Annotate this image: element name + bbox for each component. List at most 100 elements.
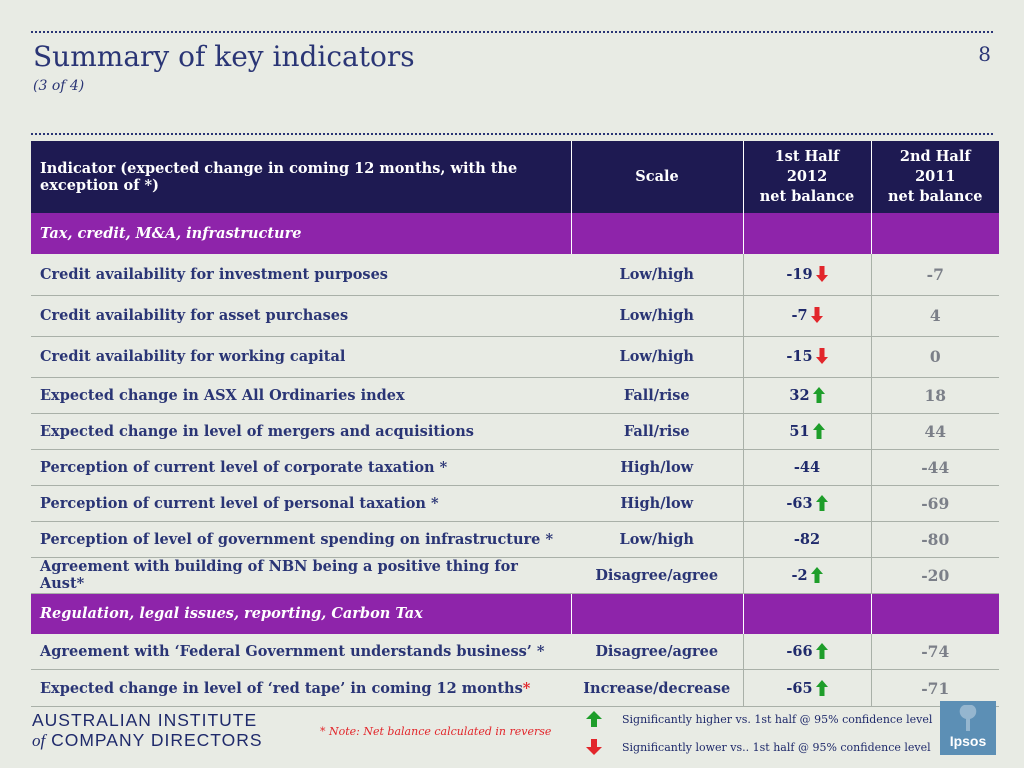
indicator-cell: Agreement with ‘Federal Government under… [31, 633, 571, 670]
indicator-text: Agreement with building of NBN being a p… [40, 558, 518, 592]
indicator-cell: Perception of current level of personal … [31, 485, 571, 522]
h2-2011-cell: 4 [871, 295, 999, 337]
arrow-up-icon [812, 422, 825, 439]
ipsos-text: Ipsos [949, 733, 987, 749]
indicator-cell: Expected change in ASX All Ordinaries in… [31, 377, 571, 414]
h1-2012-cell: -82 [743, 521, 872, 558]
h2-2011-cell: -7 [871, 254, 999, 296]
arrow-down-icon [815, 348, 828, 364]
indicators-table: Indicator (expected change in coming 12 … [31, 141, 999, 707]
indicator-text: Agreement with ‘Federal Government under… [40, 642, 545, 660]
indicator-asterisk: * [522, 679, 531, 697]
h2-2011-cell: -71 [871, 669, 999, 707]
indicator-text: Expected change in level of mergers and … [40, 422, 474, 440]
header-1st-half-2012: 1st Half 2012 net balance [743, 141, 872, 213]
h1-2012-cell: -15 [743, 336, 872, 378]
scale-cell: Fall/rise [571, 377, 744, 414]
h1-2012-cell: -44 [743, 449, 872, 486]
table-row: Expected change in level of mergers and … [31, 413, 999, 450]
h2-2011-cell: -74 [871, 633, 999, 670]
indicator-cell: Perception of current level of corporate… [31, 449, 571, 486]
ipsos-mark-icon [959, 705, 977, 731]
top-divider [31, 31, 993, 33]
scale-cell: Low/high [571, 295, 744, 337]
table-row: Agreement with ‘Federal Government under… [31, 633, 999, 670]
logo-line2: of COMPANY DIRECTORS [32, 730, 263, 751]
section-title: Tax, credit, M&A, infrastructure [31, 213, 572, 254]
indicator-cell: Expected change in level of ‘red tape’ i… [31, 669, 571, 707]
h1-2012-value: 51 [789, 422, 810, 440]
table-row: Perception of current level of personal … [31, 485, 999, 522]
h2-2011-cell: -69 [871, 485, 999, 522]
h1-2012-cell: -7 [743, 295, 872, 337]
h2-2011-cell: -44 [871, 449, 999, 486]
aicd-logo: AUSTRALIAN INSTITUTE of COMPANY DIRECTOR… [32, 710, 263, 751]
indicator-text: Expected change in ASX All Ordinaries in… [40, 386, 405, 404]
table-row: Perception of current level of corporate… [31, 449, 999, 486]
indicator-text: Perception of current level of personal … [40, 494, 439, 512]
h1-2012-value: -7 [791, 307, 808, 324]
title-divider [31, 133, 993, 135]
footnote: * Note: Net balance calculated in revers… [320, 725, 552, 738]
h2-2011-cell: 18 [871, 377, 999, 414]
header-2nd-half-2011: 2nd Half 2011 net balance [871, 141, 999, 213]
h2-2011-cell: -80 [871, 521, 999, 558]
h1-2012-cell: -2 [743, 557, 872, 594]
h1-2012-cell: 51 [743, 413, 872, 450]
arrow-down-icon [815, 265, 828, 282]
scale-cell: Disagree/agree [571, 633, 744, 670]
h1-2012-value: -15 [786, 348, 813, 365]
header-h2-line2: 2011 [915, 168, 956, 185]
h2-2011-cell: 44 [871, 413, 999, 450]
table-row: Credit availability for investment purpo… [31, 254, 999, 296]
header-indicator: Indicator (expected change in coming 12 … [31, 141, 572, 213]
arrow-down-icon [586, 739, 602, 755]
indicator-cell: Agreement with building of NBN being a p… [31, 557, 571, 594]
arrow-up-icon [812, 386, 825, 403]
indicator-cell: Expected change in level of mergers and … [31, 413, 571, 450]
logo-line2-text: COMPANY DIRECTORS [51, 730, 263, 750]
h1-2012-value: 32 [789, 386, 810, 404]
h2-2011-cell: 0 [871, 336, 999, 378]
header-h2-line3: net balance [887, 188, 983, 205]
h1-2012-value: -2 [791, 566, 808, 584]
ipsos-logo: Ipsos [940, 701, 996, 755]
header-h1-line2: 2012 [786, 168, 828, 185]
indicator-text: Credit availability for asset purchases [40, 307, 349, 324]
section-title: Regulation, legal issues, reporting, Car… [31, 593, 572, 634]
indicator-text: Credit availability for investment purpo… [40, 265, 388, 283]
scale-cell: High/low [571, 449, 744, 486]
section-header-row: Tax, credit, M&A, infrastructure [31, 213, 999, 254]
page-number: 8 [978, 42, 991, 66]
scale-cell: High/low [571, 485, 744, 522]
h1-2012-value: -44 [793, 458, 821, 476]
arrow-up-icon [815, 679, 828, 696]
indicator-text: Perception of current level of corporate… [40, 458, 448, 476]
indicator-text: Credit availability for working capital [40, 348, 346, 365]
h1-2012-cell: 32 [743, 377, 872, 414]
h1-2012-cell: -19 [743, 254, 872, 296]
table-row: Agreement with building of NBN being a p… [31, 557, 999, 594]
h1-2012-value: -82 [793, 530, 821, 548]
section-cell [743, 593, 872, 634]
h1-2012-value: -65 [786, 679, 813, 697]
h1-2012-value: -19 [786, 265, 813, 283]
section-cell [571, 593, 744, 634]
section-cell [743, 213, 872, 254]
table-row: Expected change in level of ‘red tape’ i… [31, 669, 999, 707]
arrow-up-icon [815, 642, 828, 659]
table-row: Perception of level of government spendi… [31, 521, 999, 558]
scale-cell: Low/high [571, 336, 744, 378]
indicator-text: Perception of level of government spendi… [40, 530, 554, 548]
h1-2012-cell: -66 [743, 633, 872, 670]
indicator-cell: Credit availability for investment purpo… [31, 254, 571, 296]
section-cell [871, 593, 999, 634]
h1-2012-cell: -65 [743, 669, 872, 707]
header-h1-line1: 1st Half [774, 148, 840, 165]
arrow-up-icon [586, 711, 602, 727]
table-row: Credit availability for asset purchases L… [31, 295, 999, 337]
section-cell [571, 213, 744, 254]
h1-2012-value: -66 [786, 642, 813, 660]
h2-2011-cell: -20 [871, 557, 999, 594]
table-row: Credit availability for working capital L… [31, 336, 999, 378]
